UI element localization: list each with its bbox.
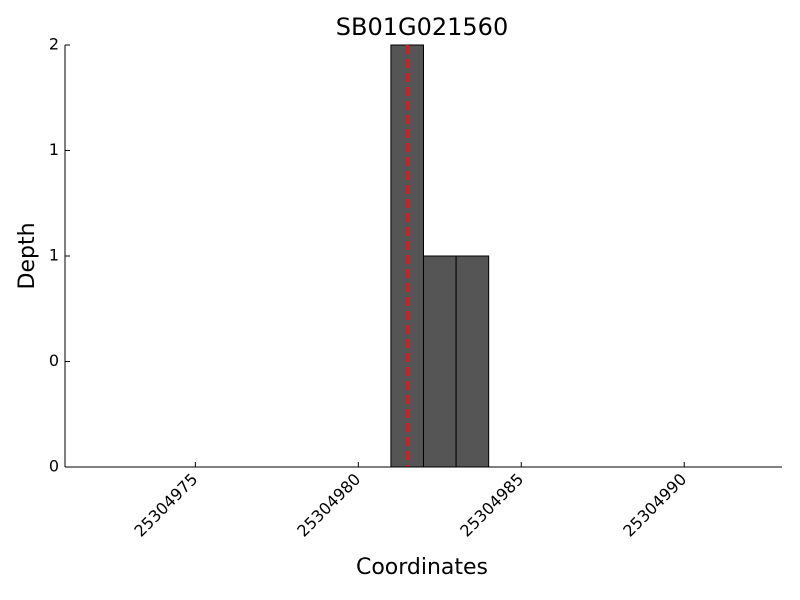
bar <box>455 255 490 468</box>
y-axis-label: Depth <box>15 222 40 289</box>
x-tick-label: 25304985 <box>456 470 527 541</box>
y-tick-label: 1 <box>49 140 59 159</box>
y-tick-label: 0 <box>49 457 59 476</box>
x-axis-label: Coordinates <box>356 555 488 580</box>
x-tick-label: 25304990 <box>619 470 690 541</box>
y-tick-label: 0 <box>49 351 59 370</box>
y-tick-label: 2 <box>49 35 59 54</box>
chart-title: SB01G021560 <box>336 13 508 41</box>
y-tick-label: 1 <box>49 246 59 265</box>
x-tick-label: 25304980 <box>293 470 364 541</box>
x-tick-label: 25304975 <box>130 470 201 541</box>
bar <box>423 255 457 468</box>
